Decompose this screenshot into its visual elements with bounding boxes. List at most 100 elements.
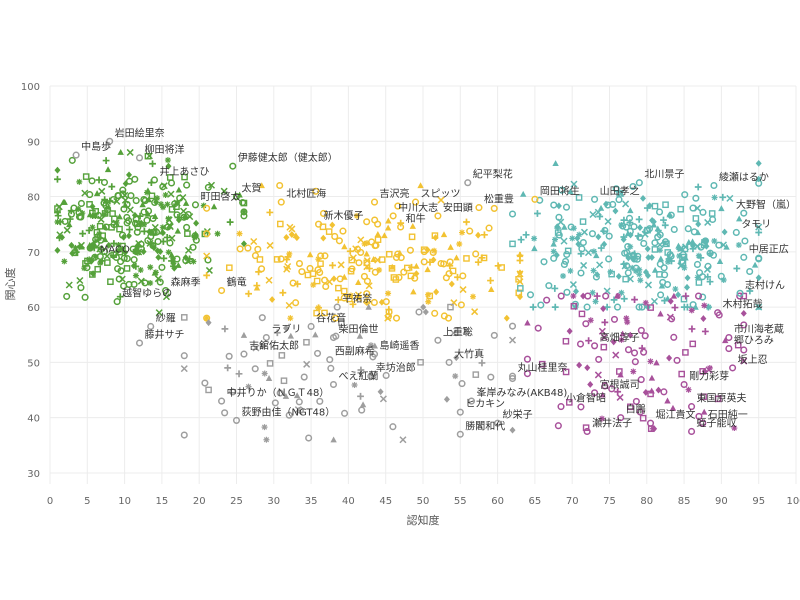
data-point [384, 224, 392, 231]
data-point [597, 204, 605, 211]
data-point [621, 262, 629, 270]
data-point [627, 331, 634, 339]
data-point [741, 237, 749, 245]
data-point [367, 342, 374, 349]
data-point [648, 387, 655, 394]
data-point [640, 239, 648, 248]
data-point [675, 242, 682, 249]
data-point [348, 265, 356, 273]
data-point [619, 330, 626, 337]
data-point [733, 265, 741, 272]
data-point [577, 403, 585, 411]
data-point [701, 408, 708, 415]
labeled-data-point [725, 345, 733, 353]
point-label: 瀬井法子 [592, 416, 632, 429]
data-point [642, 389, 649, 396]
data-point [109, 210, 116, 217]
data-point [100, 178, 109, 186]
data-point [432, 234, 439, 242]
data-point [755, 254, 763, 262]
data-point [616, 393, 624, 401]
data-point [265, 375, 273, 381]
data-point [329, 221, 336, 229]
data-point [449, 267, 457, 275]
data-point [426, 292, 434, 300]
point-label: 郷ひろみ [734, 335, 774, 347]
point-label: 中井りか（ＮＧＴ48） [227, 386, 330, 399]
data-point [363, 298, 371, 306]
data-point [200, 202, 207, 209]
data-point [740, 357, 748, 365]
data-point [315, 256, 322, 263]
data-point [54, 218, 61, 225]
data-point [695, 252, 702, 259]
data-point [560, 260, 568, 269]
data-point [654, 225, 662, 232]
labeled-data-point [162, 286, 170, 295]
data-point [89, 203, 96, 210]
data-point [636, 224, 643, 231]
data-point [158, 263, 166, 271]
labeled-data-point [135, 154, 144, 162]
labeled-data-point [508, 372, 517, 380]
data-point [389, 423, 397, 431]
data-point [623, 315, 630, 322]
data-point [706, 278, 714, 286]
data-point [273, 256, 281, 263]
data-point [425, 298, 432, 305]
data-point [596, 261, 604, 269]
labeled-data-point [326, 356, 334, 364]
data-point [134, 249, 141, 256]
data-point [702, 237, 709, 244]
data-point [68, 156, 76, 164]
data-point [221, 409, 229, 417]
data-point [203, 204, 211, 212]
data-point [313, 349, 322, 357]
data-point [75, 213, 84, 221]
data-point [282, 392, 290, 399]
data-point [453, 254, 460, 261]
data-point [226, 264, 233, 272]
data-point [180, 365, 188, 373]
point-label: 伊藤健太郎（健太郎） [238, 151, 338, 164]
x-tick-label: 55 [454, 496, 467, 507]
data-point [543, 296, 551, 304]
data-point [600, 333, 608, 341]
data-point [395, 273, 403, 281]
point-label: 町田啓太 [200, 190, 240, 203]
data-point [420, 258, 428, 266]
data-point [593, 252, 600, 259]
data-point [608, 385, 616, 393]
data-point [108, 183, 116, 191]
data-point [598, 415, 605, 422]
data-point [695, 220, 702, 228]
data-point [155, 309, 163, 317]
point-label: 中島歩 [81, 140, 111, 153]
labeled-data-point [591, 342, 599, 350]
data-point [81, 293, 89, 301]
data-point [692, 215, 700, 222]
data-point [526, 291, 535, 299]
labeled-data-point [150, 176, 158, 184]
data-point [554, 223, 561, 231]
data-point [235, 370, 243, 378]
labeled-data-point [191, 201, 200, 209]
data-point [667, 297, 674, 305]
data-point [644, 281, 653, 289]
data-point [388, 265, 396, 272]
data-point [619, 222, 627, 230]
data-point [666, 354, 673, 362]
data-point [670, 333, 678, 341]
data-point [721, 228, 728, 236]
data-point [166, 174, 174, 181]
data-point [278, 352, 286, 359]
data-point [595, 233, 602, 241]
data-point [602, 292, 610, 300]
labeled-data-point [113, 298, 121, 306]
data-point [79, 230, 87, 237]
data-point [551, 303, 559, 311]
data-point [704, 262, 712, 270]
data-point [86, 244, 94, 252]
data-point [109, 252, 117, 260]
data-point [577, 269, 585, 277]
